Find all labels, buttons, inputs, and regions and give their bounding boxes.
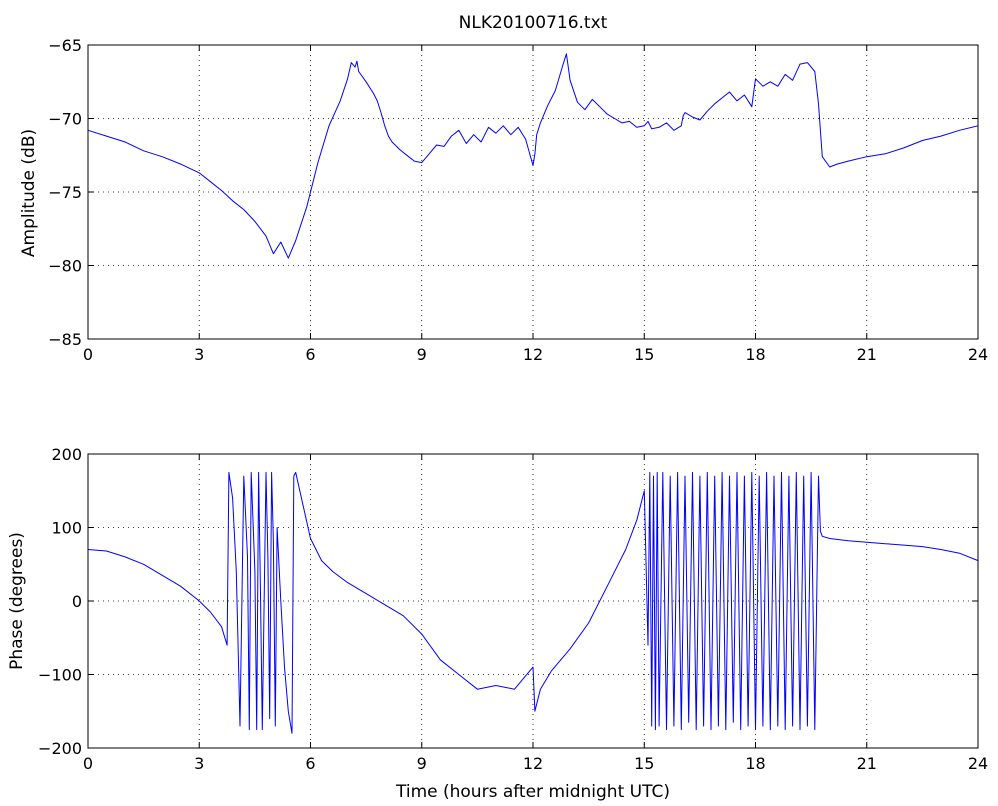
phase-y-tick-label: −200 — [38, 739, 82, 758]
phase-x-tick-label: 18 — [745, 754, 765, 773]
amplitude-x-tick-label: 6 — [305, 345, 315, 364]
phase-series-line — [87, 471, 979, 734]
time-x-axis-label: Time (hours after midnight UTC) — [395, 782, 670, 802]
amplitude-x-tick-label: 12 — [523, 345, 543, 364]
phase-y-axis-label: Phase (degrees) — [7, 532, 27, 670]
amplitude-x-tick-label: 15 — [634, 345, 654, 364]
amplitude-x-tick-label: 0 — [83, 345, 93, 364]
phase-x-tick-label: 24 — [968, 754, 988, 773]
phase-y-tick-label: 0 — [72, 592, 82, 611]
phase-x-tick-label: 12 — [523, 754, 543, 773]
amplitude-series-line — [87, 53, 979, 259]
phase-y-tick-label: 200 — [51, 445, 82, 464]
phase-x-tick-label: 21 — [857, 754, 877, 773]
amplitude-x-tick-label: 9 — [417, 345, 427, 364]
phase-x-tick-label: 3 — [194, 754, 204, 773]
phase-plot: 0 3 6 9 12 15 18 21 24 −200 −100 0 100 200 — [38, 445, 988, 773]
amplitude-x-tick-label: 18 — [745, 345, 765, 364]
amplitude-y-tick-label: −85 — [48, 330, 82, 349]
phase-x-tick-label: 15 — [634, 754, 654, 773]
amplitude-y-tick-label: −80 — [48, 257, 82, 276]
amplitude-y-tick-label: −65 — [48, 36, 82, 55]
chart-title: NLK20100716.txt — [459, 13, 608, 33]
phase-x-tick-label: 9 — [417, 754, 427, 773]
amplitude-x-tick-label: 21 — [857, 345, 877, 364]
phase-x-tick-label: 6 — [305, 754, 315, 773]
phase-x-tick-label: 0 — [83, 754, 93, 773]
phase-y-tick-label: −100 — [38, 666, 82, 685]
amplitude-plot: 0 3 6 9 12 15 18 21 24 −85 −80 −75 −70 −65 — [48, 36, 988, 364]
amplitude-x-tick-label: 3 — [194, 345, 204, 364]
phase-y-tick-label: 100 — [51, 519, 82, 538]
amplitude-y-axis-label: Amplitude (dB) — [19, 129, 39, 257]
amplitude-x-tick-label: 24 — [968, 345, 988, 364]
amplitude-y-tick-label: −70 — [48, 110, 82, 129]
amplitude-y-tick-label: −75 — [48, 183, 82, 202]
